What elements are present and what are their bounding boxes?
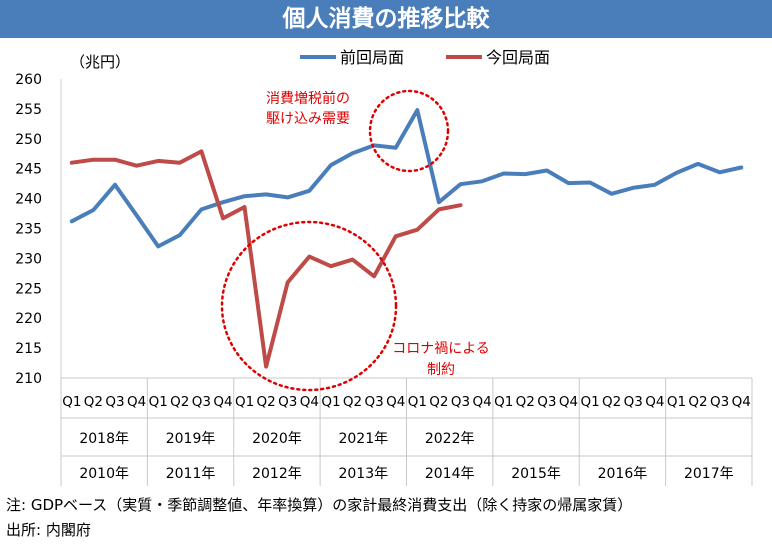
- annotation-circle-rush: [368, 89, 450, 173]
- x-tick-label: Q1: [667, 394, 686, 410]
- year-label-current: 2020年: [252, 431, 302, 447]
- year-label-previous: 2012年: [252, 466, 302, 482]
- y-tick-label: 215: [15, 341, 42, 357]
- x-tick-label: Q1: [149, 394, 168, 410]
- y-tick-label: 240: [15, 192, 42, 208]
- x-tick-label: Q2: [84, 394, 103, 410]
- year-label-current: 2022年: [425, 431, 475, 447]
- legend-label: 前回局面: [340, 48, 404, 67]
- x-tick-label: Q2: [602, 394, 621, 410]
- chart-title-bar: 個人消費の推移比較: [0, 0, 772, 38]
- y-tick-label: 225: [15, 281, 42, 297]
- x-tick-label: Q4: [472, 394, 491, 410]
- year-label-previous: 2010年: [79, 466, 129, 482]
- x-tick-label: Q1: [580, 394, 599, 410]
- y-tick-label: 230: [15, 251, 42, 267]
- chart-title: 個人消費の推移比較: [282, 6, 490, 32]
- x-tick-label: Q2: [257, 394, 276, 410]
- x-tick-label: Q3: [624, 394, 643, 410]
- year-label-previous: 2013年: [338, 466, 388, 482]
- x-tick-label: Q2: [343, 394, 362, 410]
- x-tick-label: Q3: [537, 394, 556, 410]
- x-tick-label: Q3: [192, 394, 211, 410]
- year-label-current: 2021年: [338, 431, 388, 447]
- y-tick-label: 250: [15, 132, 42, 148]
- x-tick-label: Q3: [278, 394, 297, 410]
- y-tick-label: 260: [15, 72, 42, 88]
- x-tick-label: Q1: [235, 394, 254, 410]
- year-label-previous: 2011年: [166, 466, 216, 482]
- year-label-previous: 2017年: [684, 466, 734, 482]
- year-label-current: 2019年: [166, 431, 216, 447]
- x-tick-label: Q4: [732, 394, 751, 410]
- annotation-rush-line1: 消費増税前の: [266, 90, 350, 107]
- x-tick-label: Q2: [429, 394, 448, 410]
- x-tick-label: Q4: [213, 394, 232, 410]
- x-tick-label: Q3: [710, 394, 729, 410]
- y-tick-label: 220: [15, 311, 42, 327]
- x-tick-label: Q2: [516, 394, 535, 410]
- x-tick-label: Q1: [408, 394, 427, 410]
- y-tick-label: 235: [15, 222, 42, 238]
- x-tick-label: Q4: [559, 394, 578, 410]
- year-label-previous: 2016年: [598, 466, 648, 482]
- x-tick-label: Q1: [321, 394, 340, 410]
- annotation-rush-line2: 駆け込み需要: [266, 111, 350, 127]
- x-tick-label: Q3: [365, 394, 384, 410]
- x-tick-label: Q2: [688, 394, 707, 410]
- annotation-circle-covid: [220, 220, 398, 392]
- y-tick-label: 210: [15, 371, 42, 387]
- series-line-1: [69, 108, 744, 249]
- year-label-previous: 2015年: [511, 466, 561, 482]
- annotation-covid-line2: 制約: [427, 362, 455, 378]
- legend-label: 今回局面: [486, 48, 550, 67]
- x-tick-label: Q4: [645, 394, 664, 410]
- year-label-previous: 2014年: [425, 466, 475, 482]
- year-label-current: 2018年: [79, 431, 129, 447]
- x-tick-label: Q3: [105, 394, 124, 410]
- x-tick-label: Q3: [451, 394, 470, 410]
- y-tick-label: 245: [15, 162, 42, 178]
- y-tick-label: 255: [15, 102, 42, 118]
- x-tick-label: Q4: [300, 394, 319, 410]
- footer-note: 注: GDPベース（実質・季節調整値、年率換算）の家計最終消費支出（除く持家の帰…: [6, 496, 633, 514]
- x-tick-label: Q1: [62, 394, 81, 410]
- x-tick-label: Q1: [494, 394, 513, 410]
- x-tick-label: Q2: [170, 394, 189, 410]
- x-tick-label: Q4: [127, 394, 146, 410]
- footer-source: 出所: 内閣府: [6, 521, 91, 539]
- annotation-covid-line1: コロナ禍による: [392, 341, 490, 357]
- series-line-2: [69, 149, 463, 369]
- y-unit-label: （兆円）: [70, 53, 130, 71]
- x-tick-label: Q4: [386, 394, 405, 410]
